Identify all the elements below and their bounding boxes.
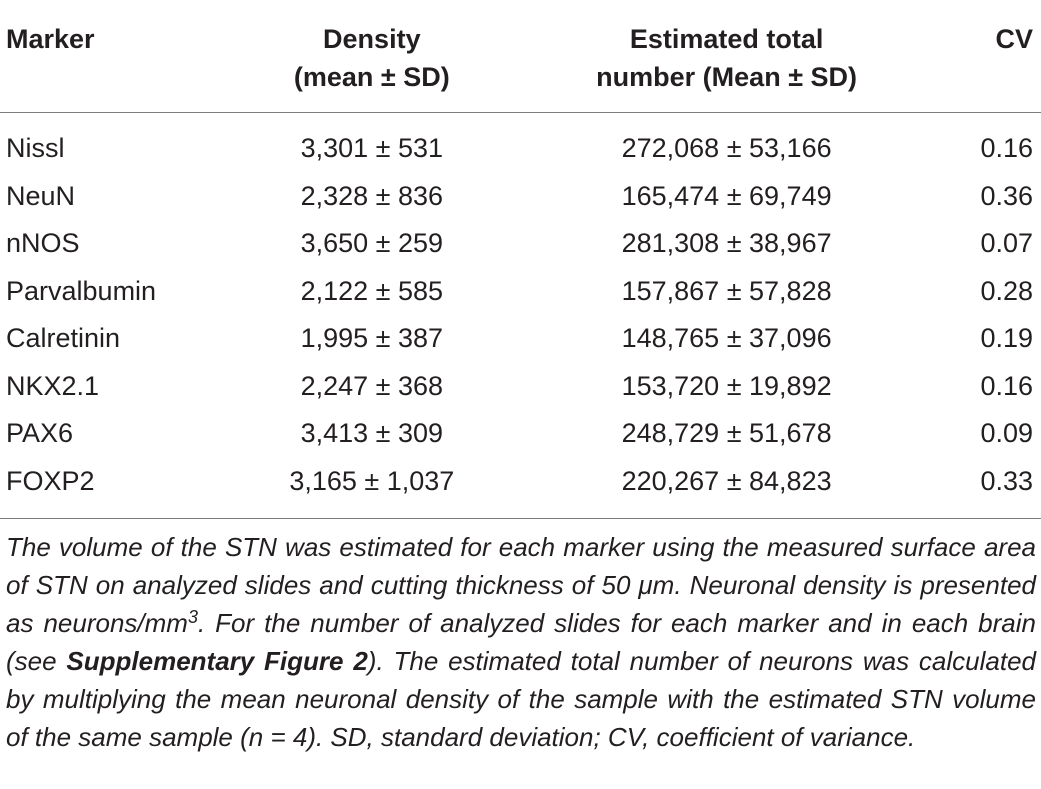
cell-density: 1,995 ± 387: [300, 323, 444, 353]
table-row: Calretinin 1,995 ± 387 148,765 ± 37,096 …: [0, 315, 1041, 363]
table-row: NeuN 2,328 ± 836 165,474 ± 69,749 0.36: [0, 173, 1041, 221]
table-row: Parvalbumin 2,122 ± 585 157,867 ± 57,828…: [0, 268, 1041, 316]
table-bottom-rule: [0, 518, 1041, 519]
footnote-text-2: . For the number of analyzed slides for …: [6, 608, 1036, 676]
table-row: FOXP2 3,165 ± 1,037 220,267 ± 84,823 0.3…: [0, 458, 1041, 516]
cell-density: 3,413 ± 309: [300, 418, 444, 448]
table-row: PAX6 3,413 ± 309 248,729 ± 51,678 0.09: [0, 410, 1041, 458]
header-marker-text: Marker: [6, 24, 95, 54]
data-table: Marker Density (mean ± SD) Estimated tota…: [0, 6, 1041, 515]
cell-cv: 0.19: [980, 323, 1033, 353]
table-row: nNOS 3,650 ± 259 281,308 ± 38,967 0.07: [0, 220, 1041, 268]
cell-density: 2,122 ± 585: [300, 275, 444, 306]
cell-marker: nNOS: [6, 228, 80, 258]
cell-marker: Calretinin: [6, 323, 121, 353]
header-density: Density (mean ± SD): [223, 6, 520, 113]
cell-density: 3,650 ± 259: [300, 228, 444, 258]
cell-total: 165,474 ± 69,749: [621, 180, 832, 211]
cell-total: 248,729 ± 51,678: [621, 418, 832, 448]
cell-cv: 0.09: [980, 418, 1033, 448]
cell-total: 220,267 ± 84,823: [621, 465, 832, 496]
header-total-line2: number (Mean ± SD): [596, 62, 858, 92]
table-header-row: Marker Density (mean ± SD) Estimated tota…: [0, 6, 1041, 113]
cell-marker: PAX6: [6, 418, 74, 448]
cell-cv: 0.28: [980, 275, 1033, 306]
cell-cv: 0.16: [980, 133, 1033, 163]
header-density-line2: (mean ± SD): [293, 62, 450, 92]
header-total: Estimated total number (Mean ± SD): [519, 6, 934, 113]
cell-total: 272,068 ± 53,166: [621, 133, 832, 163]
cell-marker: NKX2.1: [6, 370, 100, 401]
header-cv-text: CV: [995, 24, 1033, 54]
cell-marker: Nissl: [6, 133, 65, 163]
header-density-line1: Density: [323, 24, 421, 54]
cell-density: 2,247 ± 368: [300, 370, 444, 401]
footnote-text-3: ). The estimated total number of neurons…: [6, 646, 1036, 752]
cell-total: 281,308 ± 38,967: [621, 228, 832, 258]
cell-density: 2,328 ± 836: [300, 180, 444, 211]
cell-cv: 0.36: [980, 180, 1033, 211]
cell-total: 148,765 ± 37,096: [621, 323, 832, 353]
header-total-line1: Estimated total: [629, 24, 824, 54]
footnote-text-1: The volume of the STN was estimated for …: [6, 532, 1036, 638]
table-footnote: The volume of the STN was estimated for …: [6, 528, 1036, 756]
cell-marker: NeuN: [6, 180, 76, 211]
cell-density: 3,301 ± 531: [300, 133, 444, 163]
header-marker: Marker: [0, 6, 224, 113]
supplementary-figure-link[interactable]: Supplementary Figure 2: [66, 646, 368, 676]
table-row: Nissl 3,301 ± 531 272,068 ± 53,166 0.16: [0, 113, 1041, 173]
cell-cv: 0.33: [980, 465, 1033, 496]
cell-total: 157,867 ± 57,828: [621, 275, 832, 306]
cell-cv: 0.16: [980, 370, 1033, 401]
cell-density: 3,165 ± 1,037: [289, 465, 455, 496]
cell-cv: 0.07: [980, 228, 1033, 258]
cell-total: 153,720 ± 19,892: [621, 370, 832, 401]
cell-marker: FOXP2: [6, 465, 95, 496]
table-row: NKX2.1 2,247 ± 368 153,720 ± 19,892 0.16: [0, 363, 1041, 411]
header-cv: CV: [933, 6, 1041, 113]
footnote-superscript: 3: [187, 607, 198, 627]
cell-marker: Parvalbumin: [6, 275, 157, 306]
